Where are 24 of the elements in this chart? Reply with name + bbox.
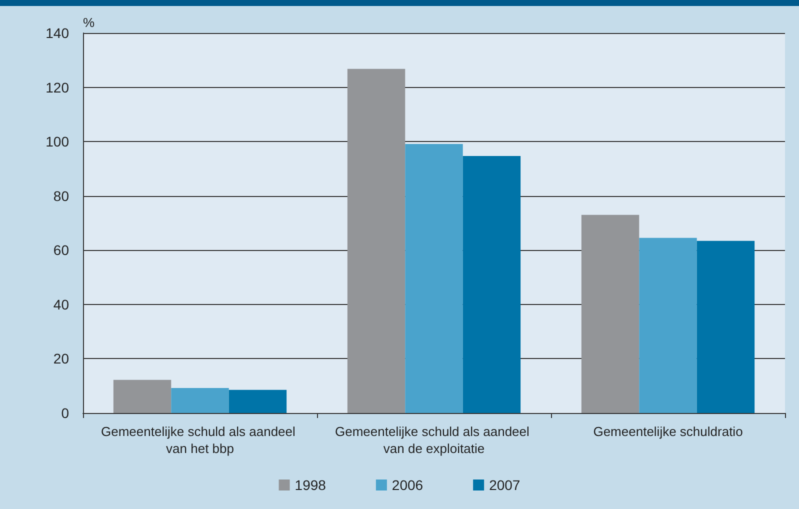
bar bbox=[696, 240, 755, 413]
y-axis-title: % bbox=[83, 15, 95, 30]
bar bbox=[113, 380, 172, 413]
bar bbox=[405, 144, 463, 413]
legend-label: 2006 bbox=[392, 477, 424, 493]
y-tick-label: 0 bbox=[61, 405, 70, 421]
x-tick-label: Gemeentelijke schuld als aandeel van de exploitatie bbox=[334, 424, 534, 456]
y-tick-label: 140 bbox=[46, 25, 70, 41]
bar bbox=[171, 388, 229, 413]
y-tick-label: 80 bbox=[53, 188, 70, 204]
legend-label: 1998 bbox=[294, 477, 326, 493]
bar bbox=[639, 238, 697, 413]
y-tick-label: 20 bbox=[53, 350, 70, 367]
y-tick-label: 40 bbox=[53, 296, 70, 312]
bar bbox=[581, 214, 640, 413]
legend-label: 2007 bbox=[489, 477, 520, 493]
y-tick-label: 120 bbox=[46, 79, 70, 96]
bar bbox=[228, 390, 287, 413]
bar bbox=[347, 68, 406, 413]
y-tick-label: 100 bbox=[46, 134, 70, 150]
y-tick-label: 60 bbox=[53, 242, 70, 258]
x-tick-label: Gemeentelijke schuldratio bbox=[593, 424, 743, 439]
x-tick-label: Gemeentelijke schuld als aandeel van het bbp bbox=[100, 424, 300, 456]
bar bbox=[462, 156, 521, 413]
